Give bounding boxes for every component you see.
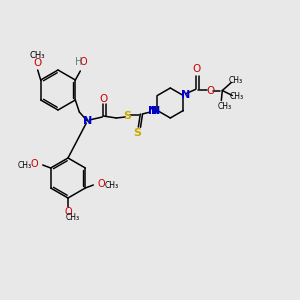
Text: N: N [83, 116, 92, 126]
Text: H: H [75, 57, 82, 67]
Text: N: N [181, 89, 190, 100]
Text: S: S [133, 128, 141, 138]
Text: CH₃: CH₃ [18, 160, 32, 169]
Text: O: O [64, 207, 72, 217]
Text: O: O [100, 94, 108, 104]
Text: CH₃: CH₃ [30, 50, 45, 59]
Text: O: O [206, 85, 214, 95]
Text: O: O [80, 57, 87, 67]
Text: N: N [148, 106, 157, 116]
Text: O: O [192, 64, 200, 74]
Text: CH₃: CH₃ [228, 76, 242, 85]
Text: CH₃: CH₃ [217, 102, 231, 111]
Text: S: S [123, 111, 131, 121]
Text: CH₃: CH₃ [229, 92, 243, 101]
Text: O: O [31, 159, 38, 169]
Text: N: N [151, 106, 160, 116]
Text: CH₃: CH₃ [66, 214, 80, 223]
Text: O: O [34, 58, 42, 68]
Text: O: O [98, 179, 105, 189]
Text: CH₃: CH₃ [104, 181, 118, 190]
